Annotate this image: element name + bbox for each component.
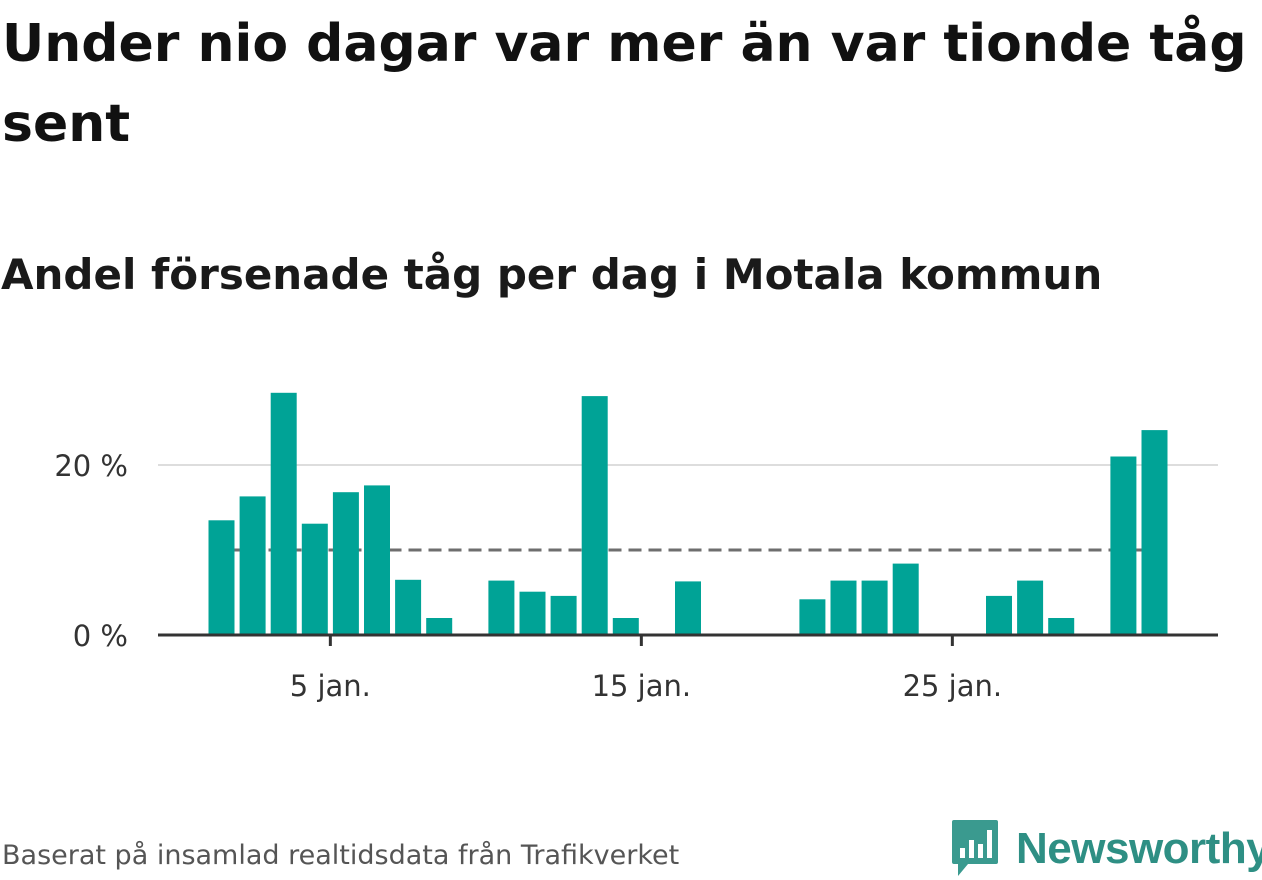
bar-chart: 0 % 20 % 5 jan. 15 jan. 25 jan. xyxy=(54,392,1218,703)
bar xyxy=(581,396,608,635)
x-tick-label: 15 jan. xyxy=(592,669,692,703)
x-tick-label: 5 jan. xyxy=(290,669,371,703)
bar xyxy=(426,618,453,635)
source-note: Baserat på insamlad realtidsdata från Tr… xyxy=(2,840,680,871)
logo-text: Newsworthy xyxy=(1016,824,1262,873)
chart-subtitle: Andel försenade tåg per dag i Motala kom… xyxy=(1,250,1103,299)
newsworthy-chart-icon xyxy=(952,820,998,876)
bar xyxy=(301,523,328,635)
bar xyxy=(1048,618,1075,635)
bar xyxy=(1017,580,1044,635)
bar xyxy=(270,392,297,636)
bar xyxy=(519,591,546,635)
bar xyxy=(239,496,266,635)
tick-label-layer: 0 % 20 % 5 jan. 15 jan. 25 jan. xyxy=(54,449,1002,703)
bar xyxy=(1110,456,1137,635)
bar xyxy=(675,581,701,635)
bar xyxy=(395,579,422,636)
bar xyxy=(861,580,888,635)
axis-layer xyxy=(158,633,1218,646)
chart-title: Under nio dagar var mer än var tionde tå… xyxy=(2,14,1247,154)
y-tick-label: 0 % xyxy=(73,619,128,653)
bar xyxy=(332,492,359,635)
y-tick-label: 20 % xyxy=(54,449,128,483)
bar xyxy=(550,595,577,635)
bar xyxy=(1141,430,1168,635)
newsworthy-logo: Newsworthy xyxy=(950,818,1262,880)
bar xyxy=(612,618,639,635)
bar xyxy=(830,580,857,635)
bar xyxy=(488,580,515,635)
bar xyxy=(892,563,919,635)
bar xyxy=(799,599,826,635)
bar xyxy=(208,520,235,636)
bar-layer xyxy=(208,392,1168,636)
bar xyxy=(986,595,1012,635)
bar xyxy=(364,485,390,635)
x-tick-label: 25 jan. xyxy=(903,669,1003,703)
